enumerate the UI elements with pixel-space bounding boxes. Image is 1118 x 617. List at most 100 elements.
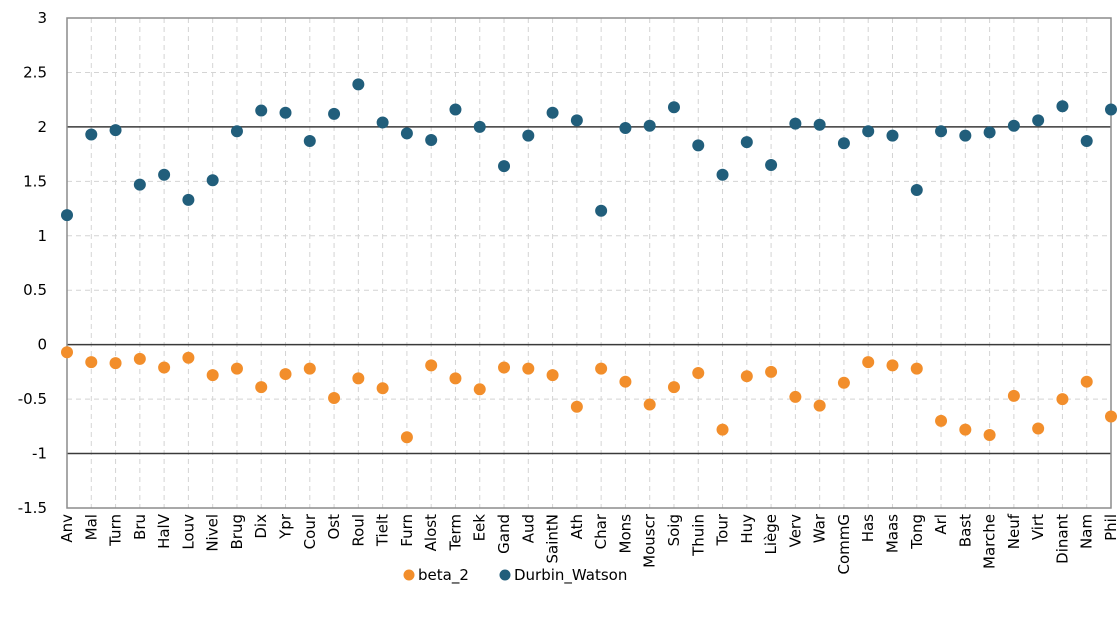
x-tick-label: Louv [179,514,197,550]
point-durbin-watson [983,126,996,139]
x-tick-label: Roul [349,514,367,547]
x-tick-label: Neuf [1005,513,1023,549]
x-tick-label: CommG [835,514,853,575]
x-tick-label: Alost [422,514,440,551]
x-tick-label: Tour [714,513,732,546]
point-beta-2 [667,381,680,394]
point-durbin-watson [740,136,753,149]
point-durbin-watson [352,78,365,91]
point-durbin-watson [1080,135,1093,148]
x-tick-label: HalV [155,513,173,549]
x-tick-label: Maas [883,514,901,553]
x-tick-label: Ath [568,514,586,539]
y-tick-label: 2.5 [23,63,47,81]
point-durbin-watson [862,125,875,138]
point-beta-2 [206,369,219,382]
y-tick-label: 1.5 [23,172,47,190]
point-durbin-watson [303,135,316,148]
legend-label-beta-2: beta_2 [418,566,469,585]
point-durbin-watson [692,139,705,152]
point-beta-2 [1032,422,1045,435]
point-beta-2 [522,362,535,375]
point-beta-2 [255,381,268,394]
y-tick-label: -1 [32,445,47,463]
point-beta-2 [619,375,632,388]
point-beta-2 [959,423,972,436]
point-beta-2 [740,370,753,383]
point-durbin-watson [935,125,948,138]
y-axis-tick-labels: -1.5 -1 -0.5 0 0.5 1 1.5 2 2.5 3 [18,9,47,517]
x-tick-label: Nivel [204,514,222,552]
data-points [61,78,1117,444]
y-tick-label: 0.5 [23,281,47,299]
point-durbin-watson [400,127,413,140]
x-tick-label: Marche [981,514,999,569]
point-durbin-watson [328,107,341,120]
x-tick-label: Gand [495,514,513,554]
point-beta-2 [352,372,365,385]
x-tick-label: Verv [786,514,804,547]
x-tick-label: Virt [1029,514,1047,540]
point-durbin-watson [158,168,171,181]
y-tick-label: 2 [37,118,47,136]
gridlines [67,17,1111,509]
x-tick-label: Bast [956,514,974,547]
point-durbin-watson [109,124,122,137]
point-durbin-watson [886,129,899,142]
x-tick-label: Furn [398,514,416,547]
x-axis-tick-labels: Anv Mal Turn Bru HalV Louv Nivel Brug Dix Ypr Cour… [58,513,1118,574]
point-durbin-watson [522,129,535,142]
legend-marker-durbin-watson [499,569,511,581]
x-tick-label: Liège [762,514,780,555]
point-durbin-watson [61,209,73,222]
point-beta-2 [837,376,850,389]
point-durbin-watson [498,160,511,173]
point-beta-2 [182,351,195,364]
point-durbin-watson [279,106,292,119]
legend-label-durbin-watson: Durbin_Watson [514,566,627,585]
point-durbin-watson [813,118,826,131]
x-tick-label: War [811,513,829,543]
x-tick-label: Dix [252,514,270,539]
point-beta-2 [158,361,171,374]
point-beta-2 [1007,389,1020,402]
point-beta-2 [765,365,778,378]
legend: beta_2 Durbin_Watson [403,566,627,585]
point-durbin-watson [910,184,923,197]
point-beta-2 [109,357,122,370]
x-tick-label: Tong [908,514,926,550]
point-beta-2 [133,352,146,365]
point-durbin-watson [182,193,195,206]
point-durbin-watson [643,119,656,132]
y-tick-label: 0 [37,336,47,354]
point-beta-2 [692,366,705,379]
point-durbin-watson [230,125,243,138]
x-tick-label: Bru [131,514,149,540]
point-durbin-watson [716,168,729,181]
x-tick-label: Char [592,513,610,549]
point-durbin-watson [959,129,972,142]
x-tick-label: Ypr [277,513,295,540]
point-durbin-watson [789,117,802,130]
point-beta-2 [643,398,656,411]
x-tick-label: Mouscr [641,513,659,568]
point-beta-2 [1056,393,1069,406]
point-beta-2 [1080,375,1093,388]
x-tick-label: Mal [82,514,100,540]
point-beta-2 [425,359,438,372]
y-tick-label: -0.5 [18,390,47,408]
point-beta-2 [230,362,243,375]
y-tick-label: -1.5 [18,499,47,517]
point-beta-2 [376,382,389,395]
x-tick-label: Ost [325,514,343,540]
point-beta-2 [498,361,511,374]
x-tick-label: Term [446,514,464,551]
x-tick-label: Phil [1102,514,1118,541]
point-beta-2 [935,414,948,427]
x-tick-label: Cour [301,513,319,549]
point-durbin-watson [206,174,219,187]
point-beta-2 [983,429,996,442]
x-tick-label: Aud [519,514,537,543]
x-tick-label: Nam [1078,514,1096,549]
